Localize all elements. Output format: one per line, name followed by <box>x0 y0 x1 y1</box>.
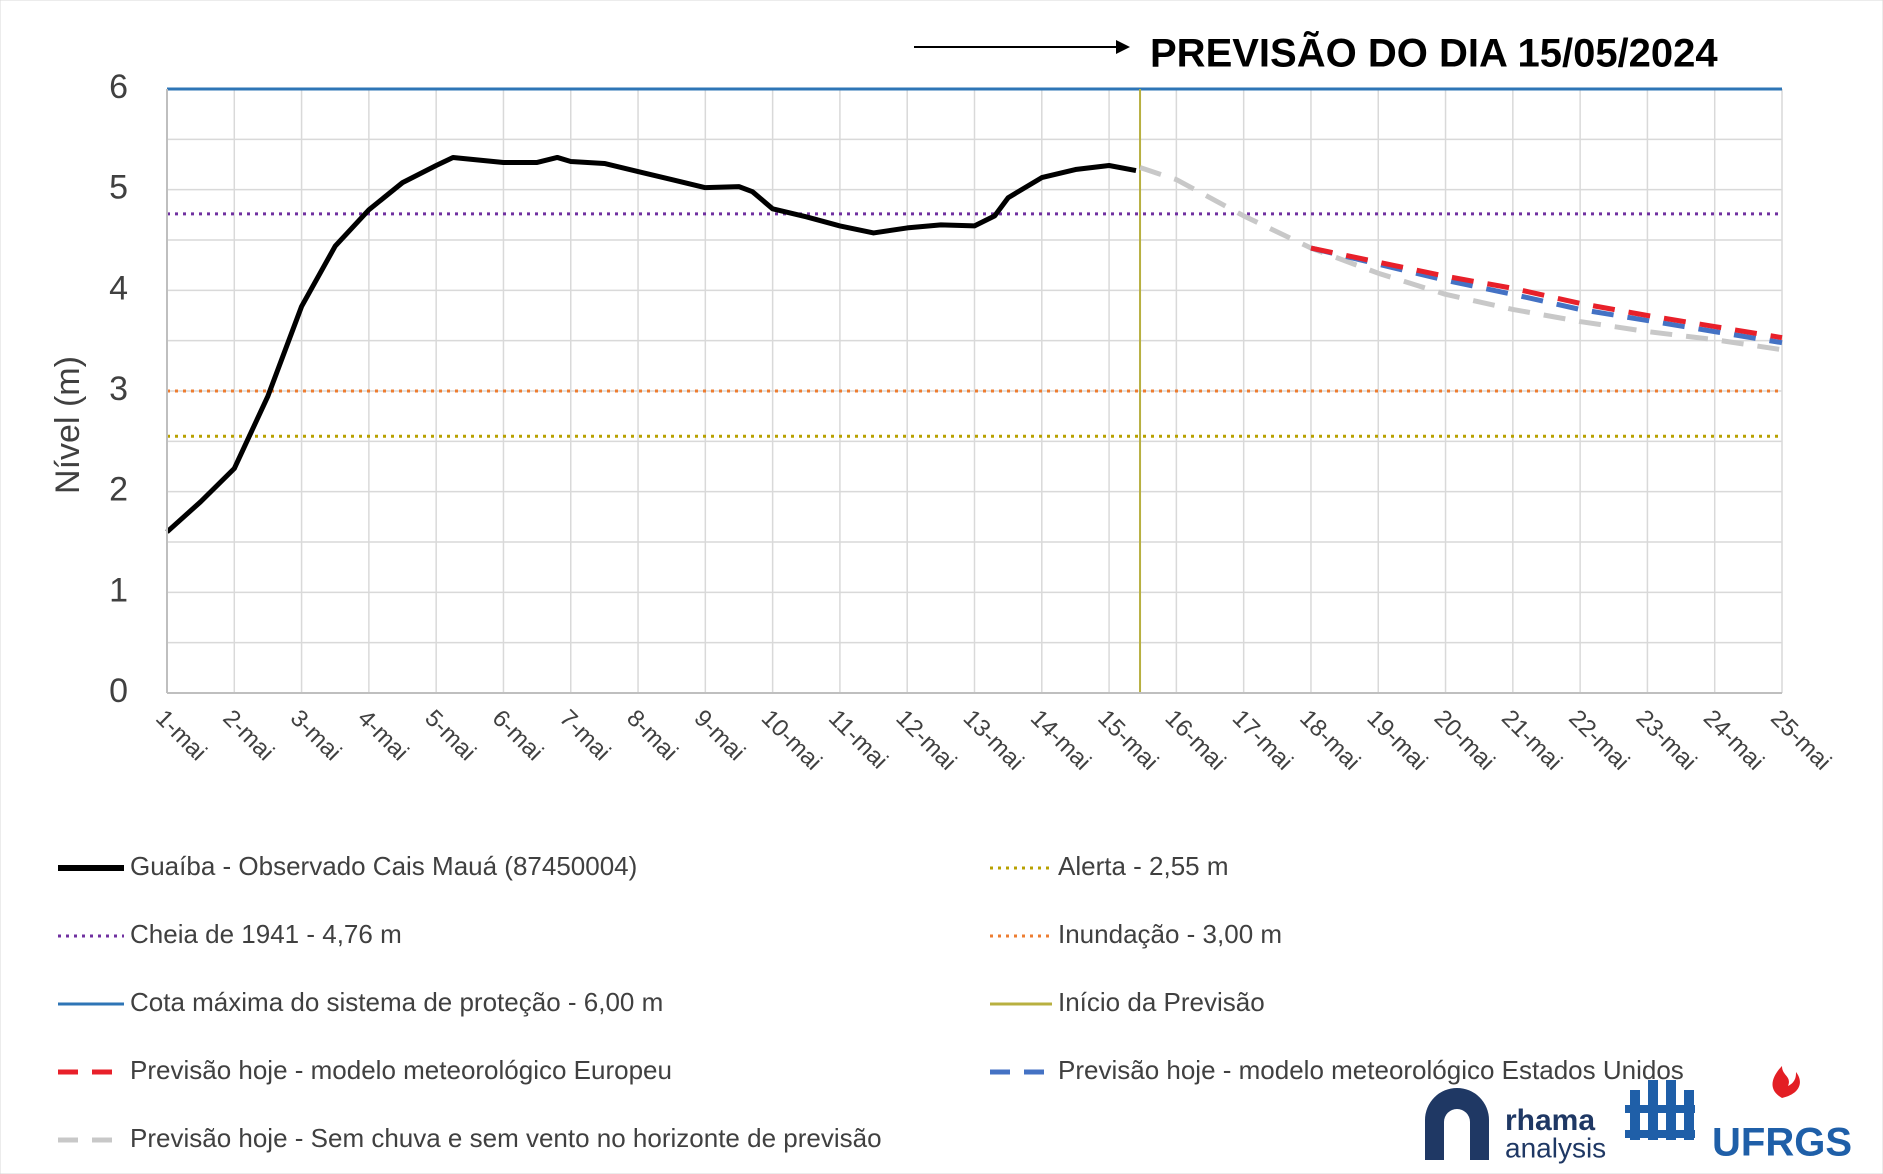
y-axis-label: Nível (m) <box>49 356 87 494</box>
legend-label: Previsão hoje - modelo meteorológico Est… <box>1058 1055 1684 1085</box>
ufrgs-flame <box>1772 1066 1800 1098</box>
legend-label: Cota máxima do sistema de proteção - 6,0… <box>130 987 663 1017</box>
series-line <box>1139 165 1783 353</box>
series-line <box>165 154 1137 534</box>
legend-label: Guaíba - Observado Cais Mauá (87450004) <box>130 851 637 881</box>
legend-label: Inundação - 3,00 m <box>1058 919 1282 949</box>
y-tick-label: 1 <box>109 571 128 609</box>
legend-label: Previsão hoje - modelo meteorológico Eur… <box>130 1055 672 1085</box>
legend-label: Início da Previsão <box>1058 987 1265 1017</box>
reference-lines <box>167 87 1782 693</box>
series-line <box>1310 245 1783 341</box>
legend: Guaíba - Observado Cais Mauá (87450004) A… <box>58 851 1684 1153</box>
y-tick-label: 0 <box>109 672 128 710</box>
y-tick-label: 3 <box>109 370 128 408</box>
title-arrow-head <box>1116 40 1130 54</box>
legend-label: Previsão hoje - Sem chuva e sem vento no… <box>130 1123 882 1153</box>
y-tick-label: 5 <box>109 169 128 207</box>
logo-text: analysis <box>1505 1132 1606 1163</box>
chart-title: PREVISÃO DO DIA 15/05/2024 <box>1150 30 1718 76</box>
y-tick-label: 6 <box>109 68 128 106</box>
legend-label: Cheia de 1941 - 4,76 m <box>130 919 402 949</box>
logos: rhama analysis UFRGS <box>1425 1066 1852 1165</box>
logo-text: UFRGS <box>1712 1121 1852 1165</box>
logo-text: rhama <box>1505 1104 1595 1137</box>
legend-label: Alerta - 2,55 m <box>1058 851 1229 881</box>
series-lines <box>165 154 1783 534</box>
rhama-icon <box>1425 1088 1489 1160</box>
y-tick-label: 2 <box>109 471 128 509</box>
iph-icon <box>1625 1080 1695 1140</box>
y-tick-label: 4 <box>109 269 128 307</box>
